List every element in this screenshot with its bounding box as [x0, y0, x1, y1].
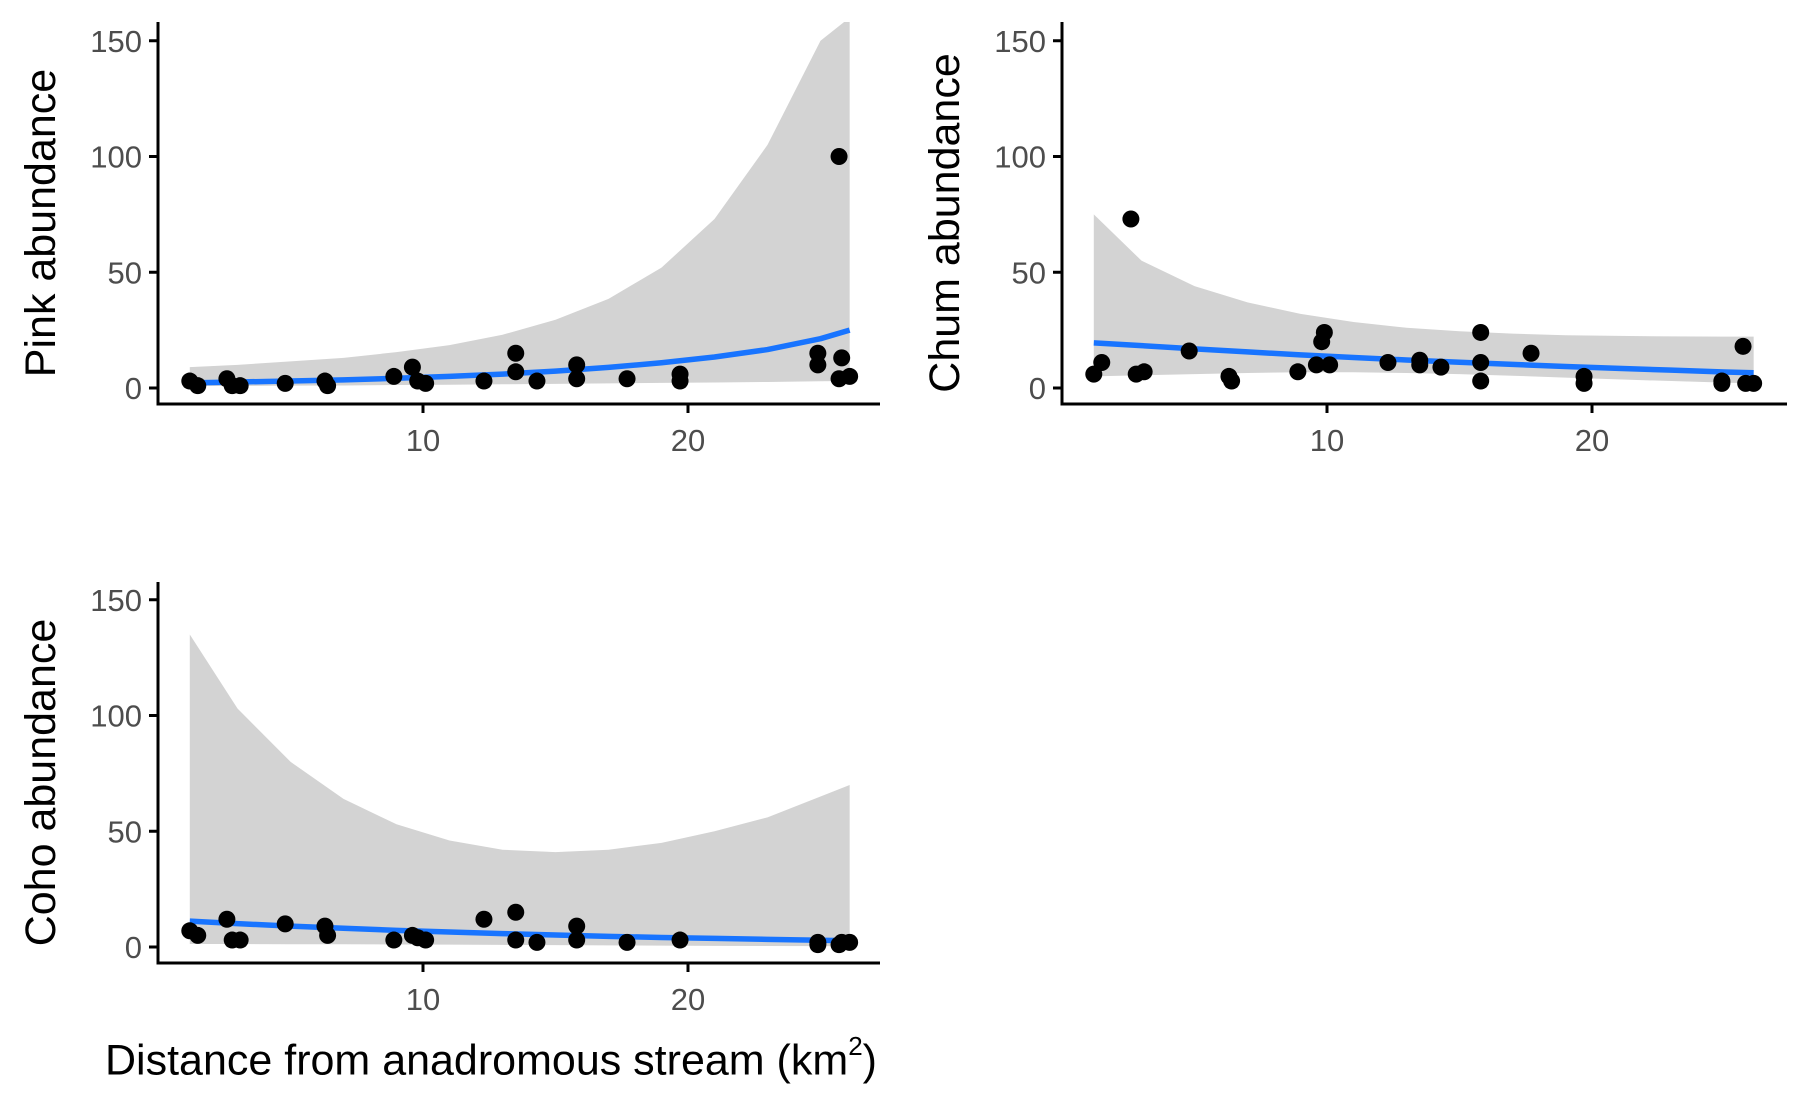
- data-point: [417, 931, 435, 949]
- y-tick-label: 0: [125, 371, 142, 406]
- data-point: [1575, 367, 1593, 385]
- panel-bottom-left: 0 50 100 150 10 20 Coho abundance: [17, 582, 880, 1017]
- y-tick-label: 150: [90, 583, 142, 618]
- data-point: [1713, 372, 1731, 390]
- x-axis-title: Distance from anadromous stream (km2): [105, 1031, 877, 1085]
- data-point: [1135, 363, 1153, 381]
- data-point: [809, 356, 827, 374]
- y-tick-label: 0: [1029, 371, 1046, 406]
- data-point: [1223, 372, 1241, 390]
- y-tick-label: 100: [90, 140, 142, 175]
- panel-top-right: 0 50 100 150 10 20 Chum abundance: [921, 22, 1787, 458]
- data-point: [507, 931, 525, 949]
- data-point: [568, 370, 586, 388]
- x-tick-label: 10: [406, 982, 440, 1017]
- data-point: [568, 931, 586, 949]
- data-point: [507, 344, 525, 362]
- data-point: [1180, 342, 1198, 360]
- data-point: [618, 933, 636, 951]
- x-tick-label: 20: [671, 423, 705, 458]
- data-point: [189, 926, 207, 944]
- data-point: [276, 374, 294, 392]
- data-point: [528, 933, 546, 951]
- y-axis-title: Pink abundance: [17, 69, 65, 377]
- data-point: [1411, 356, 1429, 374]
- confidence-band: [189, 22, 850, 387]
- data-point: [231, 931, 249, 949]
- data-point: [1734, 337, 1752, 355]
- x-tick-label: 20: [671, 982, 705, 1017]
- data-point: [385, 367, 403, 385]
- data-point: [507, 363, 525, 381]
- data-point: [1522, 344, 1540, 362]
- data-point: [841, 933, 859, 951]
- fit-line: [189, 918, 850, 944]
- data-point: [1122, 210, 1140, 228]
- data-point: [671, 365, 689, 383]
- data-point: [1472, 372, 1490, 390]
- y-tick-label: 50: [1012, 255, 1046, 290]
- data-point: [385, 931, 403, 949]
- fit-line: [189, 327, 851, 386]
- y-tick-label: 100: [90, 699, 142, 734]
- data-point: [1315, 323, 1333, 341]
- y-tick-label: 0: [125, 930, 142, 965]
- data-point: [189, 377, 207, 395]
- data-point: [671, 931, 689, 949]
- data-point: [568, 917, 586, 935]
- data-point: [403, 358, 421, 376]
- confidence-band: [1093, 214, 1754, 384]
- fit-line: [1093, 340, 1754, 376]
- data-point: [809, 936, 827, 954]
- x-tick-label: 20: [1575, 423, 1609, 458]
- x-tick-label: 10: [406, 423, 440, 458]
- y-tick-label: 100: [994, 140, 1046, 175]
- y-tick-label: 150: [994, 24, 1046, 59]
- data-point: [568, 356, 586, 374]
- data-point: [475, 910, 493, 928]
- data-point: [833, 349, 851, 367]
- confidence-band: [189, 634, 850, 947]
- data-point: [1093, 354, 1111, 372]
- data-point: [1321, 356, 1339, 374]
- data-point: [475, 372, 493, 390]
- data-point: [528, 372, 546, 390]
- data-point: [1432, 358, 1450, 376]
- y-axis-title: Coho abundance: [17, 619, 65, 947]
- panel-top-left: 0 50 100 150 10 20 Pink abundance: [17, 22, 880, 458]
- data-point: [276, 915, 294, 933]
- data-point: [231, 377, 249, 395]
- data-point: [618, 370, 636, 388]
- data-point: [319, 926, 337, 944]
- data-point: [1289, 363, 1307, 381]
- data-point: [1307, 356, 1325, 374]
- data-point: [507, 903, 525, 921]
- data-point: [1472, 323, 1490, 341]
- y-tick-label: 50: [108, 814, 142, 849]
- data-point: [841, 367, 859, 385]
- data-point: [1472, 354, 1490, 372]
- data-point: [417, 374, 435, 392]
- y-tick-label: 150: [90, 24, 142, 59]
- data-point: [319, 377, 337, 395]
- data-point: [1745, 374, 1763, 392]
- y-axis-title: Chum abundance: [921, 53, 969, 392]
- data-point: [1379, 354, 1397, 372]
- x-tick-label: 10: [1310, 423, 1344, 458]
- data-point: [218, 910, 236, 928]
- data-point: [830, 148, 848, 165]
- y-tick-label: 50: [108, 255, 142, 290]
